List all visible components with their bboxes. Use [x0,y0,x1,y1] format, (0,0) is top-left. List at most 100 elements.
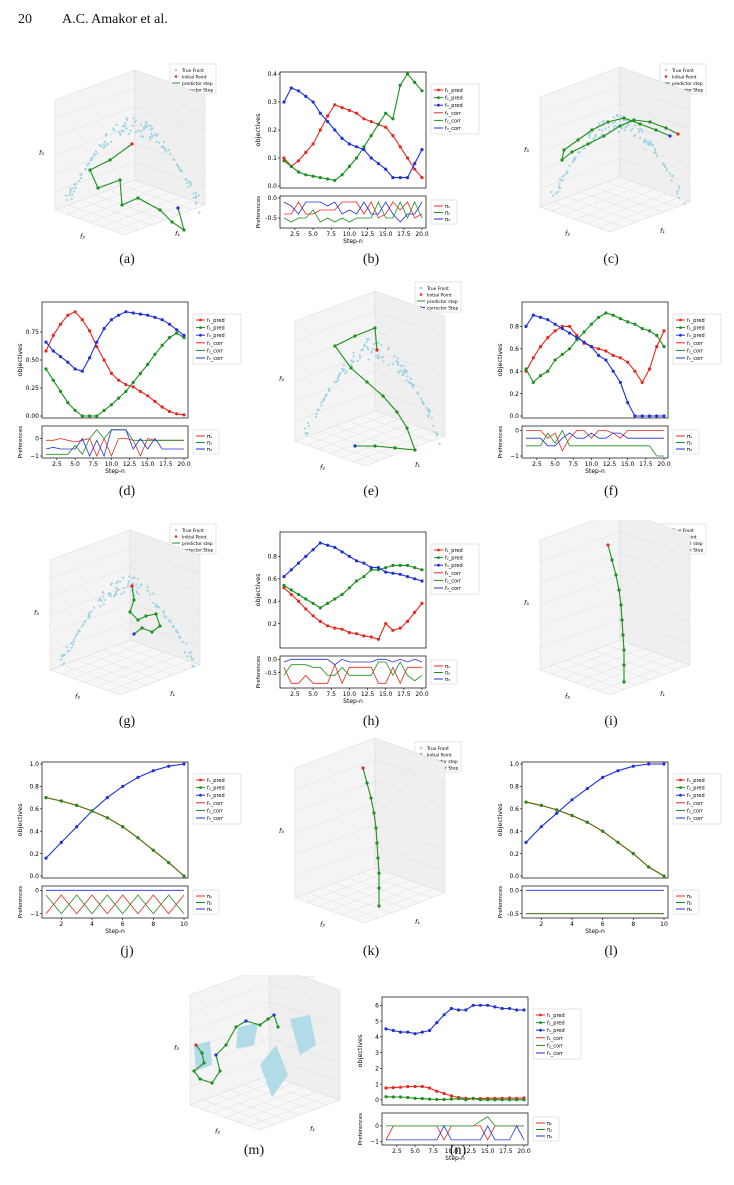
series-point [647,762,651,766]
series-point [604,358,608,362]
legend-label: π₃ [687,907,692,913]
true-front-point [391,362,394,366]
true-front-point [131,582,134,585]
series-point [376,637,380,641]
true-front-point [123,591,126,594]
page-number: 20 [18,12,32,27]
series-point [546,336,550,340]
legend-label: π₃ [207,907,212,913]
true-front-point [120,592,123,596]
legend-label: π₁ [547,1121,552,1127]
true-front-point [333,381,336,384]
true-front-point [148,593,152,596]
y-tick-label: 0.4 [509,368,519,375]
series-line [283,587,423,640]
true-front-point [339,372,342,375]
y-axis-label-preferences: Preferences [18,426,24,458]
series-point [289,568,293,572]
true-front-point [72,187,75,190]
true-front-point [104,140,107,143]
true-front-point [671,174,675,177]
true-front-point [654,149,657,152]
legend-label: π₁ [207,434,212,440]
series-point [486,1003,490,1007]
series-point [420,568,424,572]
true-front-point [92,606,96,609]
true-front-point [654,152,658,155]
series-point [575,333,579,337]
grid-line [129,548,201,574]
series-point [500,1098,504,1102]
true-front-point [68,194,71,197]
series-point [616,769,620,773]
y-axis-label-objectives: objectives [496,343,504,377]
true-front-point [638,130,641,133]
grid-line [129,566,201,592]
true-front-point [151,127,154,130]
y-tick-label: 0.75 [26,329,40,336]
true-front-point [107,594,110,597]
objectives-axes-frame [41,761,189,879]
x-axis-label: Step-n [585,928,605,935]
preferences-axes-frame [279,195,427,229]
true-front-point [72,641,75,644]
grid-line [374,781,446,807]
true-front-patch [260,1045,288,1097]
caption-k: (k) [362,944,380,959]
y-axis-label-preferences: Preferences [256,656,262,688]
true-front-point [359,356,362,359]
series-point [296,159,301,163]
objectives-legend-box [430,83,480,135]
axis-label-f2: f₂ [320,464,325,472]
panel-g-3d-plot: True Front Initial Point predictor step cor… [10,520,230,720]
series-point [80,369,84,373]
true-front-point [594,135,597,138]
grid-line [374,846,446,872]
series-point [326,120,330,124]
axis-label-f1: f₁ [660,690,665,698]
legend-label: π₂ [207,901,212,907]
true-front-point [651,143,654,146]
series-point [138,389,142,393]
series-point [585,787,589,791]
legend-label: True Front [671,528,694,534]
series-point [296,89,301,93]
legend-marker [679,786,682,789]
panel-a-3d-plot: True Front Initial Point predictor step cor… [10,60,230,260]
true-front-point [425,406,428,409]
series-point [647,329,652,333]
series-point [553,329,557,333]
grid-line [539,574,621,606]
y-tick-label: 0.1 [267,155,277,162]
true-front-point [412,384,415,387]
true-front-point [115,582,118,585]
true-front-point [665,169,668,172]
y-tick-label: 0.4 [267,71,277,78]
true-front-point [649,140,652,143]
true-front-point [396,357,399,360]
preference-line [284,201,423,219]
true-front-point [325,393,328,396]
true-front-point [397,363,400,367]
series-line [525,763,664,843]
true-front-point [409,377,412,380]
initial-point [606,543,610,547]
true-front-point [70,646,73,649]
objectives-legend-box [672,773,722,825]
page-header: 20 A.C. Amakor et al. [0,0,734,40]
preferences-axes-frame [41,425,189,459]
y-axis-label-preferences: Preferences [358,1113,364,1145]
series-point [391,628,395,632]
series-point [347,631,351,635]
series-point [95,345,99,349]
trajectory-point [136,618,140,622]
series-point [384,570,388,574]
trajectory-point [266,1017,270,1021]
y-tick-label: 1.0 [29,761,39,768]
panel-b-line-plot: 0.0 0.1 0.2 0.3 0.4 0.0 -0.5 2.5 5.0 7.5 10.0 12.5 1… [248,60,480,260]
series-point [362,148,366,152]
series-point [555,811,559,815]
series-point [182,336,186,340]
x-tick-label: 2.5 [52,461,62,468]
grid-line [134,143,206,169]
